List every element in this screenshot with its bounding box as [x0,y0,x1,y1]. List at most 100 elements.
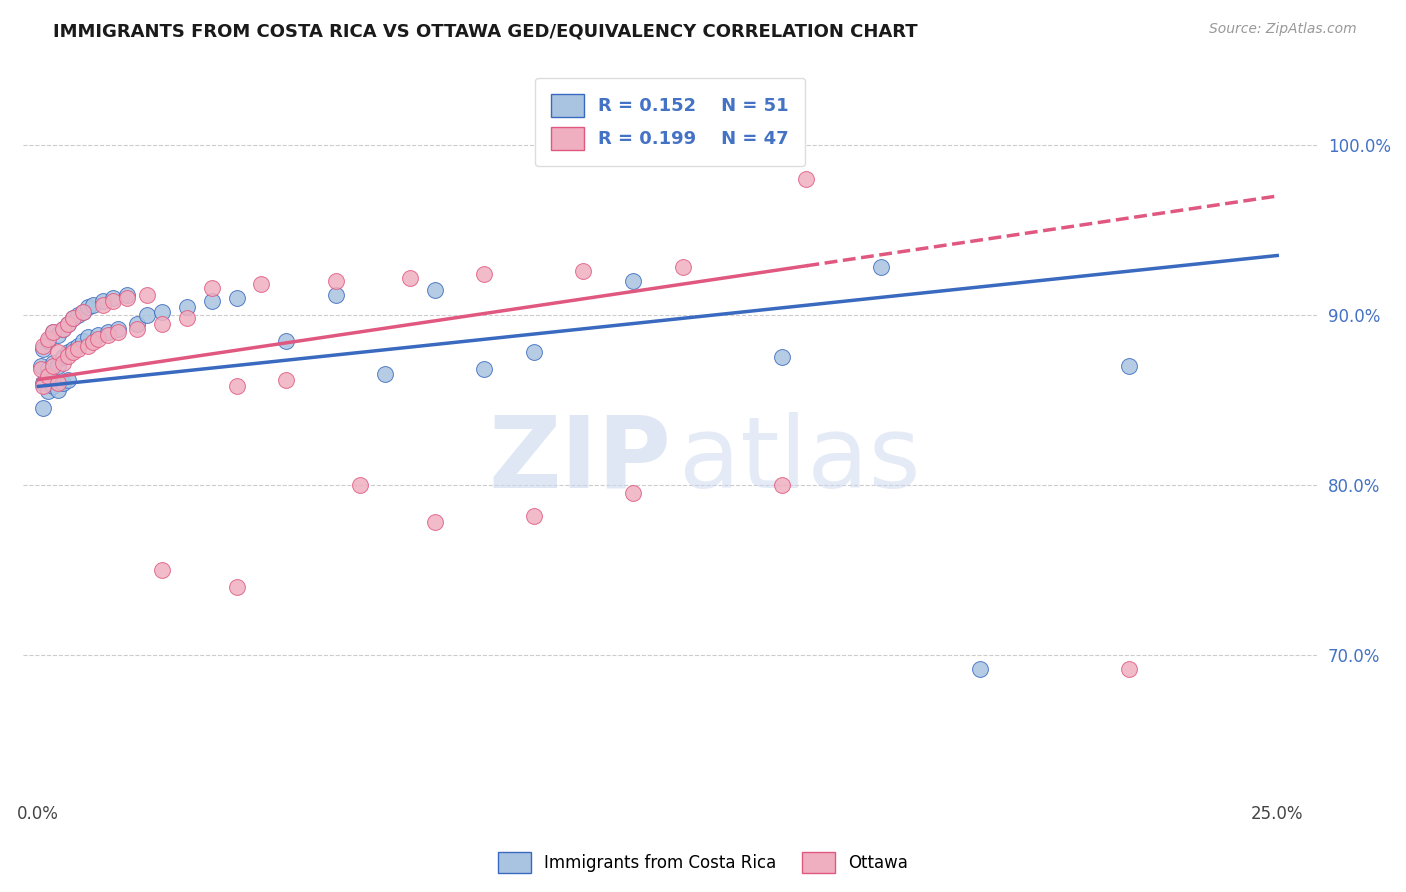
Point [621,486,644,500]
Point [46,376,69,390]
Point [274,373,297,387]
Point [770,351,793,365]
Point [423,516,446,530]
Point [176,311,198,326]
Point [37,362,59,376]
Text: ZIP: ZIP [488,412,671,509]
Point [87,332,110,346]
Point [30,362,52,376]
Point [101,294,124,309]
Point [37,369,59,384]
Point [72,304,94,318]
Point [52,356,75,370]
Point [423,283,446,297]
Point [56,349,79,363]
Point [97,328,120,343]
Point [82,335,104,350]
Point [66,308,89,322]
Point [107,321,129,335]
Point [127,317,149,331]
Point [52,351,75,365]
Point [42,325,65,339]
Point [250,277,273,292]
Point [62,311,84,326]
Point [349,478,371,492]
Text: Source: ZipAtlas.com: Source: ZipAtlas.com [1209,22,1357,37]
Point [56,345,79,359]
Point [42,356,65,370]
Point [117,291,139,305]
Point [472,267,495,281]
Point [62,342,84,356]
Point [66,338,89,352]
Point [56,317,79,331]
Point [770,478,793,492]
Point [37,384,59,399]
Point [62,311,84,326]
Point [32,379,55,393]
Point [1118,359,1140,373]
Point [1118,662,1140,676]
Point [225,580,247,594]
Point [42,359,65,373]
Point [472,362,495,376]
Point [572,264,595,278]
Point [523,508,546,523]
Point [32,401,55,416]
Point [42,325,65,339]
Point [72,304,94,318]
Point [52,376,75,390]
Point [225,291,247,305]
Point [399,270,422,285]
Point [46,328,69,343]
Point [37,332,59,346]
Point [52,321,75,335]
Point [201,281,224,295]
Point [76,330,98,344]
Point [201,294,224,309]
Point [32,342,55,356]
Point [150,563,173,577]
Point [150,317,173,331]
Point [621,274,644,288]
Point [127,321,149,335]
Point [91,294,114,309]
Point [46,359,69,373]
Point [56,317,79,331]
Point [325,274,347,288]
Point [969,662,991,676]
Point [325,287,347,301]
Point [66,342,89,356]
Point [523,345,546,359]
Point [796,172,818,186]
Point [176,300,198,314]
Point [76,338,98,352]
Point [76,300,98,314]
Legend: R = 0.152    N = 51, R = 0.199    N = 47: R = 0.152 N = 51, R = 0.199 N = 47 [536,78,806,167]
Point [52,321,75,335]
Point [30,359,52,373]
Point [42,379,65,393]
Text: atlas: atlas [679,412,921,509]
Point [117,287,139,301]
Legend: Immigrants from Costa Rica, Ottawa: Immigrants from Costa Rica, Ottawa [491,846,915,880]
Point [107,325,129,339]
Point [671,260,693,275]
Point [225,379,247,393]
Point [150,304,173,318]
Point [91,298,114,312]
Point [56,373,79,387]
Point [32,376,55,390]
Point [37,334,59,348]
Point [82,298,104,312]
Point [46,345,69,359]
Point [87,328,110,343]
Point [97,325,120,339]
Point [32,338,55,352]
Point [72,334,94,348]
Point [374,368,396,382]
Text: IMMIGRANTS FROM COSTA RICA VS OTTAWA GED/EQUIVALENCY CORRELATION CHART: IMMIGRANTS FROM COSTA RICA VS OTTAWA GED… [53,22,918,40]
Point [274,334,297,348]
Point [101,291,124,305]
Point [46,383,69,397]
